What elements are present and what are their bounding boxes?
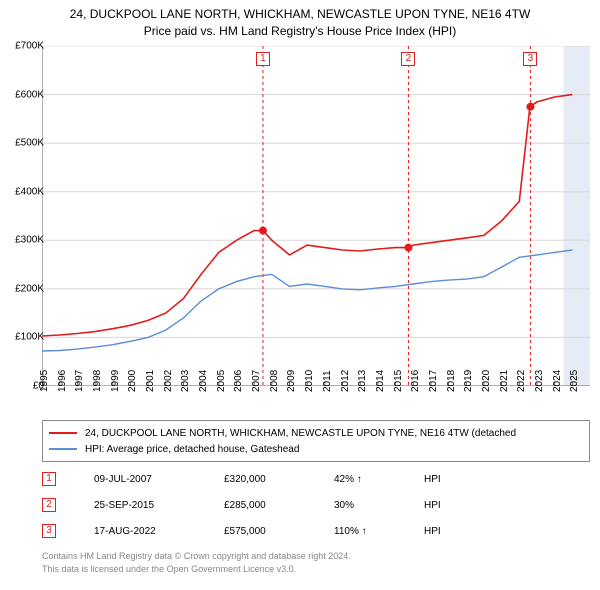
x-axis-label: 2009	[286, 370, 297, 392]
y-axis-label: £500K	[4, 138, 44, 149]
sale-date: 25-SEP-2015	[94, 500, 224, 511]
x-axis-label: 2003	[180, 370, 191, 392]
x-axis-label: 2007	[251, 370, 262, 392]
x-axis-label: 2015	[393, 370, 404, 392]
x-axis-label: 2006	[233, 370, 244, 392]
sale-marker-badge: 3	[42, 524, 56, 538]
x-axis-label: 1997	[74, 370, 85, 392]
sale-marker-badge: 2	[42, 498, 56, 512]
legend-swatch	[49, 448, 77, 450]
y-axis-label: £100K	[4, 332, 44, 343]
x-axis-label: 2017	[428, 370, 439, 392]
y-axis-label: £0	[4, 381, 44, 392]
sale-pct: 30%	[334, 500, 424, 511]
x-axis-label: 1999	[110, 370, 121, 392]
sales-table: 1 09-JUL-2007 £320,000 42% ↑ HPI 2 25-SE…	[42, 466, 590, 544]
x-axis-label: 1995	[39, 370, 50, 392]
chart-container: 24, DUCKPOOL LANE NORTH, WHICKHAM, NEWCA…	[0, 0, 600, 590]
legend-label: 24, DUCKPOOL LANE NORTH, WHICKHAM, NEWCA…	[85, 428, 516, 439]
x-axis-label: 2011	[322, 370, 333, 392]
y-axis-label: £300K	[4, 235, 44, 246]
sale-marker-badge: 1	[256, 52, 270, 66]
x-axis-label: 2004	[198, 370, 209, 392]
legend: 24, DUCKPOOL LANE NORTH, WHICKHAM, NEWCA…	[42, 420, 590, 462]
table-row: 2 25-SEP-2015 £285,000 30% HPI	[42, 492, 590, 518]
x-axis-label: 2020	[481, 370, 492, 392]
x-axis-label: 1996	[57, 370, 68, 392]
y-axis-label: £200K	[4, 283, 44, 294]
legend-item: 24, DUCKPOOL LANE NORTH, WHICKHAM, NEWCA…	[49, 425, 583, 441]
x-axis-label: 2012	[340, 370, 351, 392]
table-row: 3 17-AUG-2022 £575,000 110% ↑ HPI	[42, 518, 590, 544]
x-axis-label: 2013	[357, 370, 368, 392]
footnote-line: Contains HM Land Registry data © Crown c…	[42, 550, 590, 563]
x-axis-label: 2022	[516, 370, 527, 392]
sale-price: £285,000	[224, 500, 334, 511]
x-axis-label: 2023	[534, 370, 545, 392]
x-axis-label: 2021	[499, 370, 510, 392]
footnote-line: This data is licensed under the Open Gov…	[42, 563, 590, 576]
x-axis-label: 2001	[145, 370, 156, 392]
sale-hpi: HPI	[424, 500, 590, 511]
x-axis-label: 2008	[269, 370, 280, 392]
x-axis-label: 2014	[375, 370, 386, 392]
x-axis-label: 2024	[552, 370, 563, 392]
sale-price: £575,000	[224, 526, 334, 537]
legend-label: HPI: Average price, detached house, Gate…	[85, 444, 299, 455]
chart-area: 1 2 3	[42, 46, 590, 386]
sale-pct: 110% ↑	[334, 526, 424, 537]
legend-item: HPI: Average price, detached house, Gate…	[49, 441, 583, 457]
sale-date: 17-AUG-2022	[94, 526, 224, 537]
x-axis-label: 2000	[127, 370, 138, 392]
y-axis-label: £400K	[4, 186, 44, 197]
x-axis-label: 2016	[410, 370, 421, 392]
chart-svg	[42, 46, 590, 386]
sale-price: £320,000	[224, 474, 334, 485]
y-axis-label: £700K	[4, 41, 44, 52]
chart-title: 24, DUCKPOOL LANE NORTH, WHICKHAM, NEWCA…	[0, 0, 600, 40]
title-subtitle: Price paid vs. HM Land Registry's House …	[0, 23, 600, 40]
title-address: 24, DUCKPOOL LANE NORTH, WHICKHAM, NEWCA…	[0, 6, 600, 23]
table-row: 1 09-JUL-2007 £320,000 42% ↑ HPI	[42, 466, 590, 492]
x-axis-label: 2018	[446, 370, 457, 392]
x-axis-label: 2010	[304, 370, 315, 392]
sale-hpi: HPI	[424, 526, 590, 537]
sale-date: 09-JUL-2007	[94, 474, 224, 485]
x-axis-label: 2019	[463, 370, 474, 392]
x-axis-label: 1998	[92, 370, 103, 392]
sale-hpi: HPI	[424, 474, 590, 485]
y-axis-label: £600K	[4, 89, 44, 100]
sale-marker-badge: 2	[401, 52, 415, 66]
sale-marker-badge: 3	[523, 52, 537, 66]
legend-swatch	[49, 432, 77, 434]
footnote: Contains HM Land Registry data © Crown c…	[42, 550, 590, 575]
x-axis-label: 2002	[163, 370, 174, 392]
sale-pct: 42% ↑	[334, 474, 424, 485]
sale-marker-badge: 1	[42, 472, 56, 486]
x-axis-label: 2005	[216, 370, 227, 392]
x-axis-label: 2025	[569, 370, 580, 392]
